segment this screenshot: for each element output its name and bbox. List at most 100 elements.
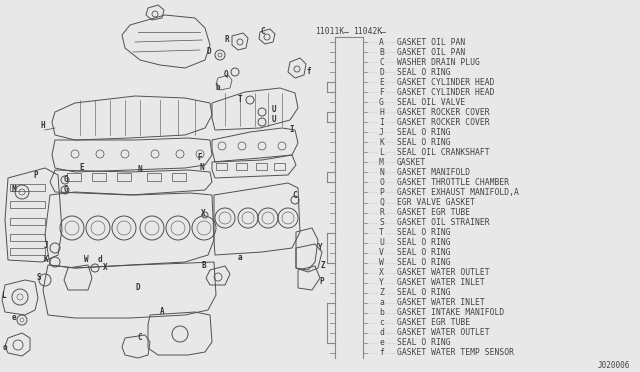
Text: GASKET EGR TUBE: GASKET EGR TUBE	[397, 318, 470, 327]
Text: I: I	[379, 118, 384, 127]
Text: J: J	[379, 128, 384, 137]
Text: Y: Y	[317, 243, 323, 251]
Text: GASKET EGR TUBE: GASKET EGR TUBE	[397, 208, 470, 217]
Text: SEAL O RING: SEAL O RING	[397, 339, 451, 347]
Text: SEAL O RING: SEAL O RING	[397, 288, 451, 297]
Text: P: P	[34, 170, 38, 180]
Text: G: G	[379, 98, 384, 107]
Text: GASKET WATER TEMP SENSOR: GASKET WATER TEMP SENSOR	[397, 349, 514, 357]
Text: 11042K: 11042K	[353, 28, 382, 36]
Bar	[117, 173, 131, 181]
Text: Q: Q	[224, 70, 228, 78]
Text: SEAL OIL CRANKSHAFT: SEAL OIL CRANKSHAFT	[397, 148, 490, 157]
Text: N: N	[138, 166, 142, 174]
Text: GASKET MANIFOLD: GASKET MANIFOLD	[397, 168, 470, 177]
Text: SEAL OIL VALVE: SEAL OIL VALVE	[397, 98, 465, 107]
Bar	[256, 163, 267, 170]
Text: A: A	[379, 38, 384, 46]
Text: GASKET: GASKET	[397, 158, 426, 167]
Text: D: D	[136, 282, 140, 292]
Text: U: U	[379, 238, 384, 247]
Text: S: S	[36, 273, 42, 282]
Text: Z: Z	[321, 260, 325, 269]
Text: D: D	[379, 68, 384, 77]
Text: B: B	[202, 260, 206, 269]
Text: I: I	[290, 125, 294, 135]
Text: G: G	[64, 186, 68, 195]
Text: SEAL O RING: SEAL O RING	[397, 238, 451, 247]
Text: K: K	[379, 138, 384, 147]
Text: ─: ─	[380, 28, 385, 36]
Text: SEAL O RING: SEAL O RING	[397, 128, 451, 137]
Text: SEAL O RING: SEAL O RING	[397, 68, 451, 77]
Text: GASKET WATER OUTLET: GASKET WATER OUTLET	[397, 268, 490, 277]
Text: GASKET WATER INLET: GASKET WATER INLET	[397, 298, 484, 307]
Text: H: H	[379, 108, 384, 117]
Text: Q: Q	[379, 198, 384, 207]
Text: 11011K: 11011K	[315, 28, 344, 36]
Bar	[10, 218, 45, 225]
Text: D: D	[207, 48, 211, 57]
Text: Y: Y	[379, 278, 384, 287]
Text: b: b	[379, 308, 384, 317]
Text: e: e	[379, 339, 384, 347]
Text: d: d	[379, 328, 384, 337]
Text: a: a	[379, 298, 384, 307]
Bar	[10, 248, 45, 255]
Text: SEAL O RING: SEAL O RING	[397, 138, 451, 147]
Text: X: X	[102, 263, 108, 273]
Text: M: M	[379, 158, 384, 167]
Text: GASKET ROCKER COVER: GASKET ROCKER COVER	[397, 118, 490, 127]
Text: T: T	[237, 96, 243, 105]
Text: N: N	[379, 168, 384, 177]
Text: GASKET WATER INLET: GASKET WATER INLET	[397, 278, 484, 287]
Text: f: f	[379, 349, 384, 357]
Text: GASKET THROTTLE CHAMBER: GASKET THROTTLE CHAMBER	[397, 178, 509, 187]
Text: ─: ─	[343, 28, 348, 36]
Text: W: W	[379, 258, 384, 267]
Text: X: X	[201, 208, 205, 218]
Text: GASKET OIL PAN: GASKET OIL PAN	[397, 48, 465, 57]
Text: SEAL O RING: SEAL O RING	[397, 258, 451, 267]
Text: J020006: J020006	[598, 360, 630, 369]
Text: X: X	[379, 268, 384, 277]
Text: SEAL O RING: SEAL O RING	[397, 248, 451, 257]
Text: f: f	[307, 67, 311, 77]
Text: N: N	[200, 164, 204, 173]
Text: H: H	[41, 122, 45, 131]
Text: GASKET OIL STRAINER: GASKET OIL STRAINER	[397, 218, 490, 227]
Text: C: C	[292, 192, 298, 201]
Text: d: d	[98, 256, 102, 264]
Text: B: B	[379, 48, 384, 57]
Bar	[172, 173, 186, 181]
Text: S: S	[379, 218, 384, 227]
Text: M: M	[12, 186, 16, 195]
Text: W: W	[84, 256, 88, 264]
Text: O: O	[379, 178, 384, 187]
Text: E: E	[379, 78, 384, 87]
Text: GASKET OIL PAN: GASKET OIL PAN	[397, 38, 465, 46]
Text: Z: Z	[379, 288, 384, 297]
Text: U: U	[272, 105, 276, 113]
Bar	[216, 163, 227, 170]
Text: e: e	[12, 314, 16, 323]
Text: GASKET CYLINDER HEAD: GASKET CYLINDER HEAD	[397, 78, 495, 87]
Text: F: F	[198, 154, 202, 163]
Text: a: a	[237, 253, 243, 263]
Text: o: o	[3, 343, 7, 353]
Text: WASHER DRAIN PLUG: WASHER DRAIN PLUG	[397, 58, 480, 67]
Text: C: C	[379, 58, 384, 67]
Text: SEAL O RING: SEAL O RING	[397, 228, 451, 237]
Text: C: C	[260, 28, 266, 36]
Text: GASKET CYLINDER HEAD: GASKET CYLINDER HEAD	[397, 88, 495, 97]
Bar	[92, 173, 106, 181]
Text: R: R	[379, 208, 384, 217]
Text: C: C	[138, 334, 142, 343]
Text: GASKET EXHAUST MANIFOLD,A: GASKET EXHAUST MANIFOLD,A	[397, 188, 519, 197]
Bar	[236, 163, 247, 170]
Bar	[10, 201, 45, 208]
Text: EGR VALVE GASKET: EGR VALVE GASKET	[397, 198, 475, 207]
Text: J: J	[44, 241, 48, 250]
Bar	[10, 234, 45, 241]
Bar	[274, 163, 285, 170]
